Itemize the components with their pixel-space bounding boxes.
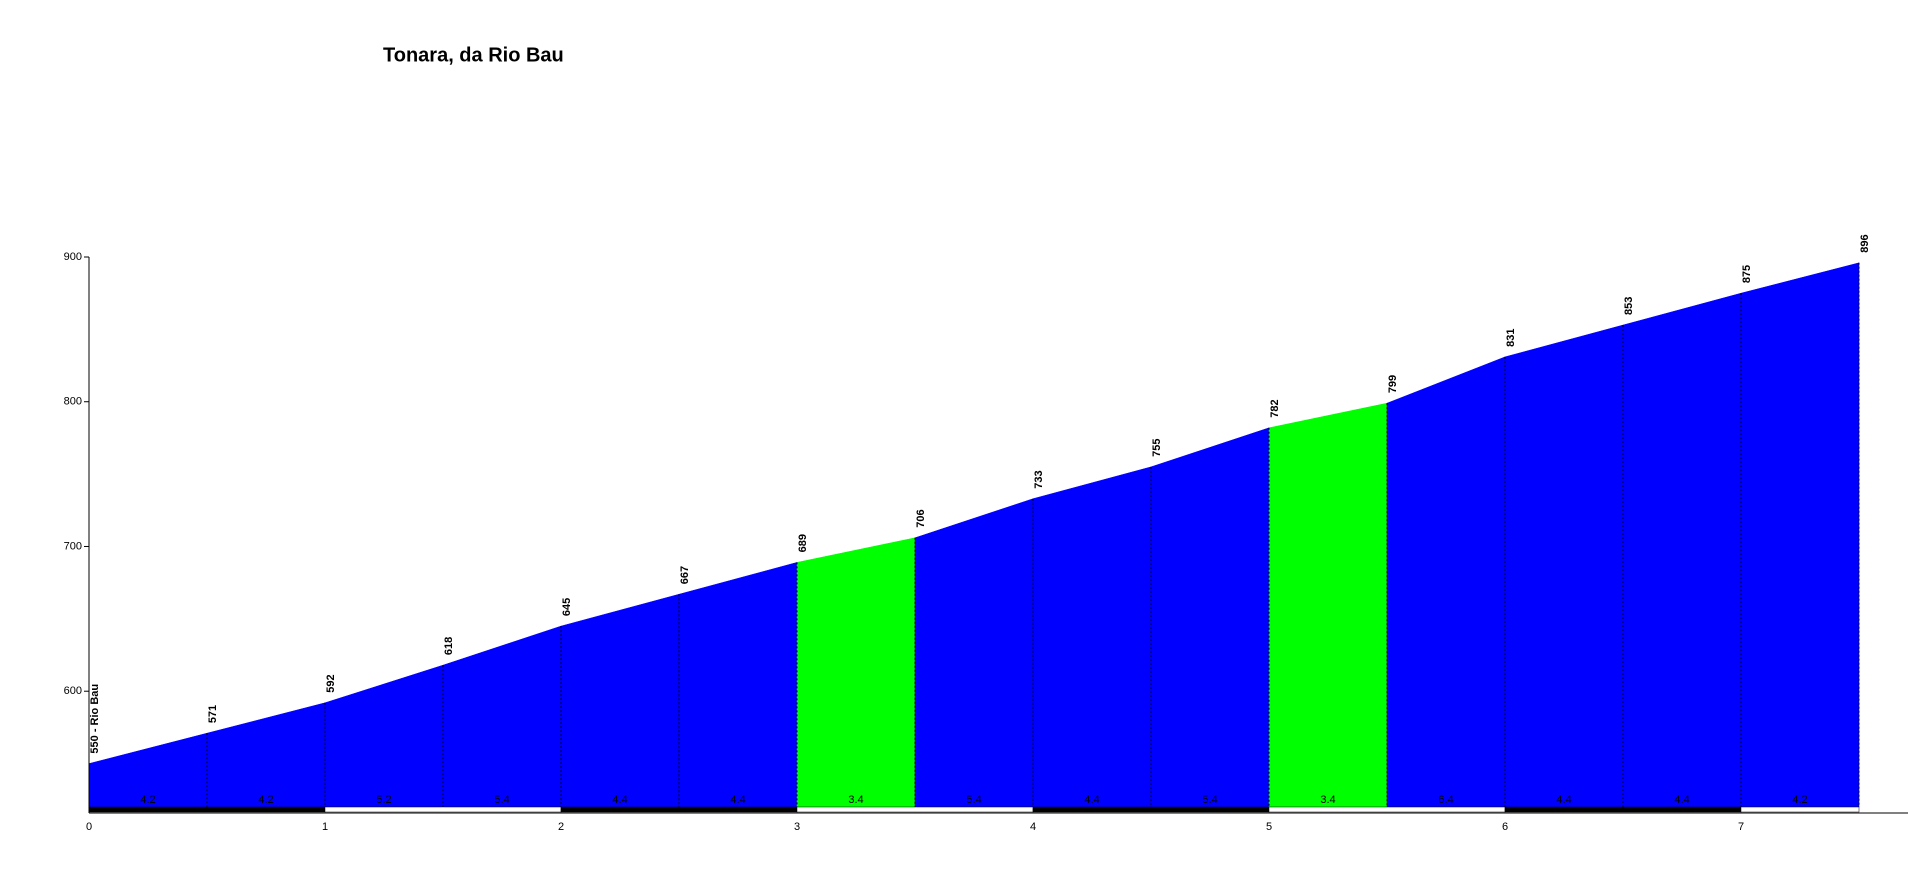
profile-segment [206, 702, 326, 808]
km-band [324, 806, 562, 813]
profile-segment [1032, 466, 1152, 808]
profile-segment [1386, 356, 1506, 808]
y-tick-label: 900 [64, 251, 82, 263]
y-tick-label: 600 [64, 685, 82, 697]
value-label: 706 [915, 509, 927, 527]
profile-segment [1740, 262, 1860, 808]
chart-title: Tonara, da Rio Bau [383, 44, 564, 66]
gradient-label: 5.4 [1202, 794, 1217, 806]
value-label: 618 [443, 637, 455, 655]
x-tick-label: 2 [558, 821, 564, 833]
value-label: 645 [561, 598, 573, 616]
x-tick-label: 3 [794, 821, 800, 833]
gradient-label: 4.2 [1792, 794, 1807, 806]
value-label: 733 [1033, 470, 1045, 488]
km-band [560, 806, 798, 813]
value-label: 799 [1387, 375, 1399, 393]
profile-segment [324, 664, 444, 808]
gradient-label: 3.4 [1320, 794, 1335, 806]
profile-segment [1622, 292, 1742, 808]
value-label: 689 [797, 534, 809, 552]
value-label: 667 [679, 566, 691, 584]
profile-segment [442, 625, 562, 808]
profile-segment [796, 537, 916, 808]
value-label: 550 - Rio Bau [89, 684, 101, 754]
x-tick-label: 5 [1266, 821, 1272, 833]
profile-segment [1268, 402, 1388, 808]
gradient-label: 4.4 [612, 794, 627, 806]
x-tick-label: 4 [1030, 821, 1036, 833]
gradient-label: 4.4 [1674, 794, 1689, 806]
x-tick-label: 7 [1738, 821, 1744, 833]
value-label: 831 [1505, 329, 1517, 347]
gradient-label: 4.4 [1084, 794, 1099, 806]
x-tick-label: 1 [322, 821, 328, 833]
km-band [796, 806, 1034, 813]
gradient-label: 4.4 [1556, 794, 1571, 806]
value-label: 853 [1623, 297, 1635, 315]
x-tick-label: 0 [86, 821, 92, 833]
value-label: 875 [1741, 265, 1753, 283]
y-tick-label: 800 [64, 396, 82, 408]
profile-segment [560, 593, 680, 808]
gradient-label: 5.4 [966, 794, 981, 806]
km-band [1504, 806, 1742, 813]
gradient-label: 3.4 [848, 794, 863, 806]
gradient-label: 6.4 [1438, 794, 1453, 806]
value-label: 571 [207, 705, 219, 723]
gradient-label: 5.4 [494, 794, 509, 806]
km-band [88, 806, 326, 813]
gradient-label: 4.2 [258, 794, 273, 806]
profile-segment [1150, 427, 1270, 808]
value-label: 755 [1151, 439, 1163, 457]
gradient-label: 4.4 [730, 794, 745, 806]
profile-segment [1504, 324, 1624, 808]
gradient-label: 4.2 [140, 794, 155, 806]
km-band [1740, 806, 1860, 813]
value-label: 896 [1859, 234, 1871, 252]
y-tick-label: 700 [64, 540, 82, 552]
km-band [1268, 806, 1506, 813]
profile-segment [914, 498, 1034, 808]
km-band [1032, 806, 1270, 813]
gradient-label: 5.2 [376, 794, 391, 806]
value-label: 592 [325, 674, 337, 692]
x-tick-label: 6 [1502, 821, 1508, 833]
value-label: 782 [1269, 399, 1281, 417]
profile-segment [678, 562, 798, 808]
